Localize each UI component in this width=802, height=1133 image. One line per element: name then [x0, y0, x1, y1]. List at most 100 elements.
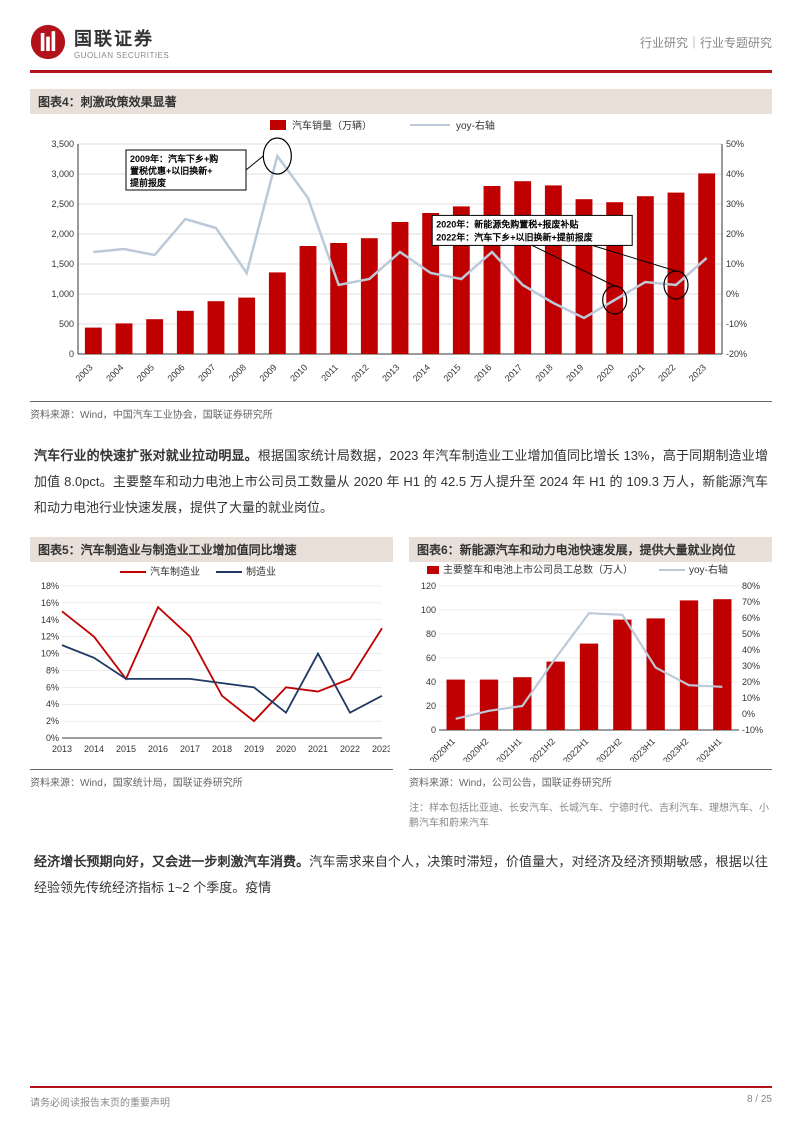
svg-text:2022: 2022 [656, 362, 677, 383]
svg-text:2011: 2011 [319, 362, 340, 383]
svg-text:2014: 2014 [411, 362, 432, 383]
svg-text:80: 80 [426, 629, 436, 639]
svg-text:-20%: -20% [726, 349, 747, 359]
svg-text:2016: 2016 [148, 744, 168, 754]
svg-text:2021H2: 2021H2 [528, 736, 557, 762]
svg-text:2023H1: 2023H1 [628, 736, 657, 762]
svg-text:2020年：新能源免购置税+报废补贴: 2020年：新能源免购置税+报废补贴 [436, 218, 578, 229]
svg-text:-10%: -10% [742, 725, 763, 735]
svg-text:1,500: 1,500 [51, 259, 74, 269]
svg-text:30%: 30% [726, 199, 744, 209]
svg-text:10%: 10% [726, 259, 744, 269]
svg-text:2013: 2013 [52, 744, 72, 754]
svg-text:2023: 2023 [687, 362, 708, 383]
paragraph-2-lead: 经济增长预期向好，又会进一步刺激汽车消费。 [34, 854, 309, 869]
svg-text:提前报废: 提前报废 [130, 177, 166, 188]
svg-text:-10%: -10% [726, 319, 747, 329]
svg-text:12%: 12% [41, 632, 59, 642]
figure5-source: 资料来源：Wind，国家统计局，国联证券研究所 [30, 769, 393, 793]
svg-text:yoy-右轴: yoy-右轴 [689, 563, 728, 576]
svg-text:汽车销量（万辆）: 汽车销量（万辆） [292, 119, 372, 132]
svg-text:2023: 2023 [372, 744, 390, 754]
svg-text:4%: 4% [46, 699, 59, 709]
svg-text:2021: 2021 [626, 362, 647, 383]
footer-page-number: 8 / 25 [747, 1094, 772, 1109]
svg-text:60: 60 [426, 653, 436, 663]
svg-text:14%: 14% [41, 615, 59, 625]
svg-text:制造业: 制造业 [246, 565, 276, 578]
svg-text:80%: 80% [742, 581, 760, 591]
svg-text:3,000: 3,000 [51, 169, 74, 179]
svg-text:10%: 10% [742, 693, 760, 703]
svg-text:20%: 20% [726, 229, 744, 239]
svg-text:30%: 30% [742, 661, 760, 671]
figure5-svg: 汽车制造业制造业0%2%4%6%8%10%12%14%16%18%2013201… [30, 562, 390, 762]
svg-text:40%: 40% [726, 169, 744, 179]
svg-text:2023H2: 2023H2 [661, 736, 690, 762]
figure5-title: 图表5：汽车制造业与制造业工业增加值同比增速 [30, 537, 393, 562]
figure6-svg: 主要整车和电池上市公司员工总数（万人）yoy-右轴020406080100120… [409, 562, 769, 762]
svg-text:2006: 2006 [166, 362, 187, 383]
svg-text:主要整车和电池上市公司员工总数（万人）: 主要整车和电池上市公司员工总数（万人） [443, 563, 633, 576]
svg-text:120: 120 [421, 581, 436, 591]
page-footer: 请务必阅读报告末页的重要声明 8 / 25 [30, 1086, 772, 1109]
svg-text:6%: 6% [46, 682, 59, 692]
svg-text:2015: 2015 [442, 362, 463, 383]
svg-text:汽车制造业: 汽车制造业 [150, 565, 200, 578]
svg-text:10%: 10% [41, 649, 59, 659]
brand-logo: 国联证券 GUOLIAN SECURITIES [30, 24, 169, 60]
svg-text:2%: 2% [46, 716, 59, 726]
figure4-source: 资料来源：Wind，中国汽车工业协会，国联证券研究所 [30, 401, 772, 425]
svg-text:2020H1: 2020H1 [428, 736, 457, 762]
svg-text:0%: 0% [726, 289, 739, 299]
svg-text:500: 500 [59, 319, 74, 329]
svg-text:2016: 2016 [472, 362, 493, 383]
svg-text:2014: 2014 [84, 744, 104, 754]
svg-text:2021: 2021 [308, 744, 328, 754]
svg-text:置税优惠+以旧换新+: 置税优惠+以旧换新+ [130, 165, 213, 176]
svg-text:8%: 8% [46, 665, 59, 675]
svg-text:2017: 2017 [503, 362, 524, 383]
svg-text:2015: 2015 [116, 744, 136, 754]
page-header: 国联证券 GUOLIAN SECURITIES 行业研究｜行业专题研究 [30, 24, 772, 73]
paragraph-1: 汽车行业的快速扩张对就业拉动明显。根据国家统计局数据，2023 年汽车制造业工业… [30, 443, 772, 521]
svg-text:2020: 2020 [595, 362, 616, 383]
svg-text:2020: 2020 [276, 744, 296, 754]
svg-text:2022H2: 2022H2 [594, 736, 623, 762]
figure5-container: 图表5：汽车制造业与制造业工业增加值同比增速 汽车制造业制造业0%2%4%6%8… [30, 521, 393, 833]
svg-text:2007: 2007 [196, 362, 217, 383]
svg-text:1,000: 1,000 [51, 289, 74, 299]
svg-text:18%: 18% [41, 581, 59, 591]
header-category: 行业研究｜行业专题研究 [640, 34, 772, 51]
svg-text:16%: 16% [41, 598, 59, 608]
svg-text:2005: 2005 [135, 362, 156, 383]
svg-text:20: 20 [426, 701, 436, 711]
footer-disclaimer: 请务必阅读报告末页的重要声明 [30, 1094, 170, 1109]
svg-text:2,000: 2,000 [51, 229, 74, 239]
svg-text:2019: 2019 [244, 744, 264, 754]
svg-text:yoy-右轴: yoy-右轴 [456, 119, 495, 132]
svg-text:2008: 2008 [227, 362, 248, 383]
brand-name-en: GUOLIAN SECURITIES [74, 51, 169, 60]
svg-text:2,500: 2,500 [51, 199, 74, 209]
svg-text:0: 0 [69, 349, 74, 359]
svg-text:2009年：汽车下乡+购: 2009年：汽车下乡+购 [130, 153, 218, 164]
svg-text:2022: 2022 [340, 744, 360, 754]
svg-text:2003: 2003 [74, 362, 95, 383]
figure6-container: 图表6：新能源汽车和动力电池快速发展，提供大量就业岗位 主要整车和电池上市公司员… [409, 521, 772, 833]
svg-text:2019: 2019 [564, 362, 585, 383]
svg-text:2017: 2017 [180, 744, 200, 754]
svg-text:2024H1: 2024H1 [694, 736, 723, 762]
svg-text:2018: 2018 [534, 362, 555, 383]
paragraph-2: 经济增长预期向好，又会进一步刺激汽车消费。汽车需求来自个人，决策时滞短，价值量大… [30, 849, 772, 901]
figure4-title: 图表4：刺激政策效果显著 [30, 89, 772, 114]
figure6-source: 资料来源：Wind，公司公告，国联证券研究所 [409, 769, 772, 793]
svg-text:2009: 2009 [258, 362, 279, 383]
figure4-svg: 汽车销量（万辆） yoy-右轴 0 500 1,000 1,500 2,000 2,500 3,… [30, 114, 770, 394]
svg-text:3,500: 3,500 [51, 139, 74, 149]
svg-text:2021H1: 2021H1 [494, 736, 523, 762]
svg-text:0%: 0% [742, 709, 755, 719]
svg-text:2022H1: 2022H1 [561, 736, 590, 762]
svg-text:0: 0 [431, 725, 436, 735]
svg-text:2020H2: 2020H2 [461, 736, 490, 762]
